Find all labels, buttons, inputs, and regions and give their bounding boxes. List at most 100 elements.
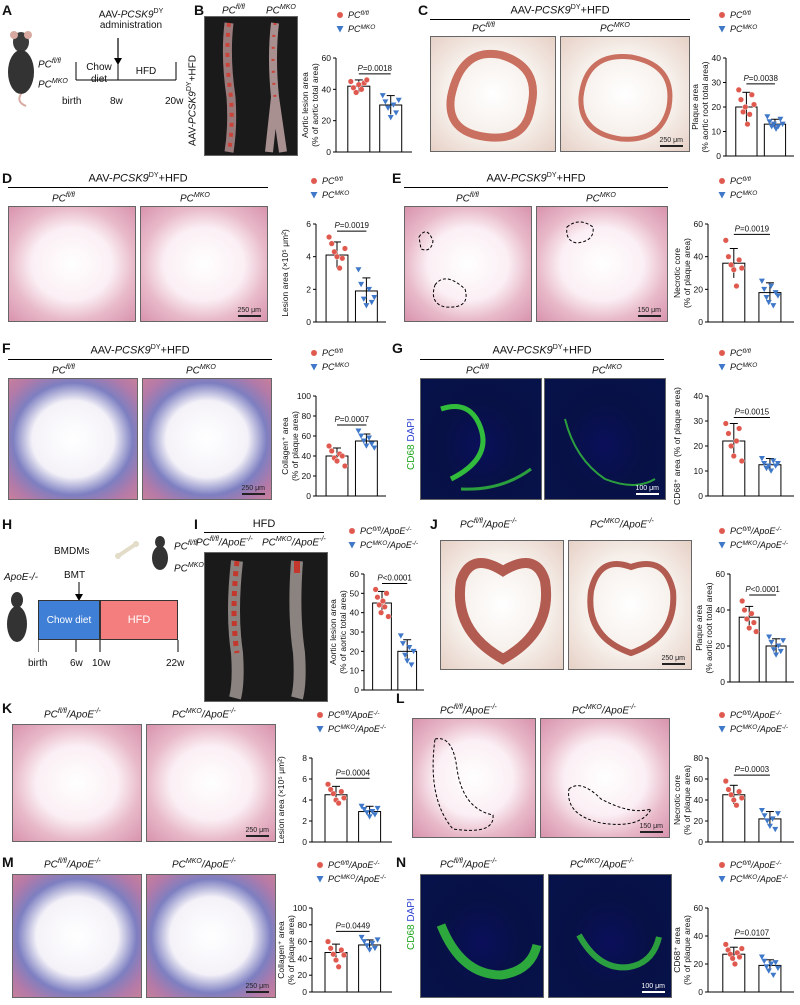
group-l-flfl: PCfl/fl/ApoE-/-: [440, 704, 497, 717]
point-B-flfl: [347, 78, 354, 85]
ylabel-J-0: Plaque area: [694, 605, 704, 651]
ylabel-C-0: Plaque area: [690, 84, 700, 130]
title-f: AAV-PCSK9DY+HFD: [90, 344, 190, 357]
point-E-flfl: [736, 256, 743, 263]
time-h-10w: 10w: [92, 658, 111, 669]
ytick-label-F: 20: [302, 471, 312, 481]
point-E-flfl: [728, 261, 735, 268]
point-E-mko: [761, 286, 768, 293]
ytick-label-J: 20: [716, 641, 726, 651]
point-C-flfl: [744, 121, 751, 128]
point-L-flfl: [728, 791, 735, 798]
point-J-flfl: [753, 628, 760, 635]
title-e: AAV-PCSK9DY+HFD: [486, 172, 586, 185]
group-g-flfl: PCfl/fl: [466, 364, 489, 377]
ylabel-G-0: CD68⁺ area (% of plaque area): [672, 387, 682, 505]
ytick-label-K: 0: [302, 837, 307, 847]
point-M-mko: [363, 943, 370, 949]
point-E-flfl: [725, 253, 732, 260]
point-K-mko: [371, 812, 378, 818]
title-underline-c: [430, 19, 690, 20]
point-J-mko: [775, 643, 782, 649]
title-d: AAV-PCSK9DY+HFD: [88, 172, 188, 185]
pvalue-F: P=0.0007: [334, 415, 369, 424]
group-i-flfl: PCfl/fl/ApoE-/-: [196, 536, 253, 549]
panel-label-c: C: [418, 2, 429, 18]
bone-icon: [114, 540, 140, 565]
mouse-icon: [4, 28, 38, 113]
point-J-flfl: [746, 624, 753, 631]
ytick-label-N: 60: [694, 903, 704, 913]
point-J-flfl: [741, 606, 748, 613]
legend-E-flfl-label: PCfl/fl: [730, 176, 751, 186]
point-I-mko: [408, 662, 415, 668]
point-D-mko: [358, 281, 365, 288]
scalebar-f: 250 μm: [241, 485, 265, 495]
chart-l: PCfl/fl/ApoE-/- PCMKO/ApoE-/- Necrotic cor…: [672, 710, 794, 847]
panel-label-m: M: [2, 854, 14, 870]
point-B-flfl: [363, 76, 370, 83]
ylabel-F-1: (% of plaque area): [290, 411, 300, 481]
pvalue-G: P=0.0015: [735, 408, 770, 417]
ytick-label-M: 20: [298, 970, 308, 980]
point-L-flfl: [736, 788, 743, 795]
chart-n: PCfl/fl/ApoE-/- PCMKO/ApoE-/- CD68⁺ area (%…: [672, 860, 794, 997]
point-L-mko: [769, 816, 776, 822]
legend-B-flfl-marker: [336, 11, 344, 19]
ytick-label-N: 20: [694, 959, 704, 969]
point-K-mko: [358, 803, 365, 810]
ytick-label-C: 30: [712, 78, 722, 88]
point-B-mko: [379, 93, 386, 99]
point-D-mko: [355, 267, 362, 273]
legend-K-mko-marker: [316, 726, 324, 733]
panel-label-d: D: [2, 170, 13, 186]
ytick-label-I: 40: [350, 608, 360, 618]
legend-L-flfl-label: PCfl/fl/ApoE-/-: [730, 710, 782, 720]
legend-K-mko-label: PCMKO/ApoE-/-: [328, 724, 387, 734]
ytick-label-F: 100: [297, 391, 311, 401]
point-L-mko: [772, 826, 779, 833]
ytick-label-F: 0: [306, 491, 311, 501]
panel-label-k: K: [2, 700, 13, 716]
title-underline-g: [420, 359, 664, 360]
point-K-flfl: [338, 788, 345, 795]
point-G-mko: [770, 458, 777, 464]
point-D-flfl: [331, 248, 338, 255]
legend-G-mko-label: PCMKO: [730, 362, 757, 372]
panel-label-b: B: [194, 2, 205, 18]
micrograph-g-mko: 100 μm: [544, 378, 666, 500]
ytick-label-M: 100: [293, 903, 307, 913]
point-G-mko: [765, 463, 772, 469]
legend-F-mko-label: PCMKO: [322, 362, 349, 372]
ytick-label-J: 40: [716, 605, 726, 615]
ytick-label-I: 30: [350, 627, 360, 637]
point-D-flfl: [328, 240, 335, 247]
micrograph-l-mko: 150 μm: [540, 718, 670, 838]
point-B-mko: [385, 105, 392, 111]
ytick-label-N: 40: [694, 931, 704, 941]
donor-mko: PCMKO: [174, 562, 204, 575]
point-M-flfl: [340, 952, 347, 959]
title-underline-e: [404, 187, 668, 188]
point-E-mko: [758, 278, 765, 284]
point-N-flfl: [731, 960, 738, 967]
ytick-label-L: 20: [694, 816, 704, 826]
ylabel-I-0: Aortic lesion area: [328, 599, 338, 665]
point-L-flfl: [733, 802, 740, 809]
legend-G-flfl-label: PCfl/fl: [730, 348, 751, 358]
pvalue-N: P=0.0107: [735, 928, 770, 937]
ylabel-E-0: Necrotic core: [672, 248, 682, 298]
group-f-mko: PCMKO: [186, 364, 216, 377]
point-E-mko: [765, 299, 772, 306]
point-J-mko: [780, 638, 787, 644]
point-I-mko: [410, 648, 417, 655]
legend-J-mko-marker: [718, 542, 726, 549]
ytick-label-G: 10: [694, 466, 704, 476]
ytick-label-J: 0: [720, 677, 725, 687]
group-g-mko: PCMKO: [592, 364, 622, 377]
point-N-flfl: [729, 955, 736, 962]
ytick-label-G: 0: [698, 491, 703, 501]
legend-E-mko-marker: [718, 192, 726, 199]
point-J-flfl: [739, 597, 746, 604]
point-C-mko: [764, 114, 771, 120]
